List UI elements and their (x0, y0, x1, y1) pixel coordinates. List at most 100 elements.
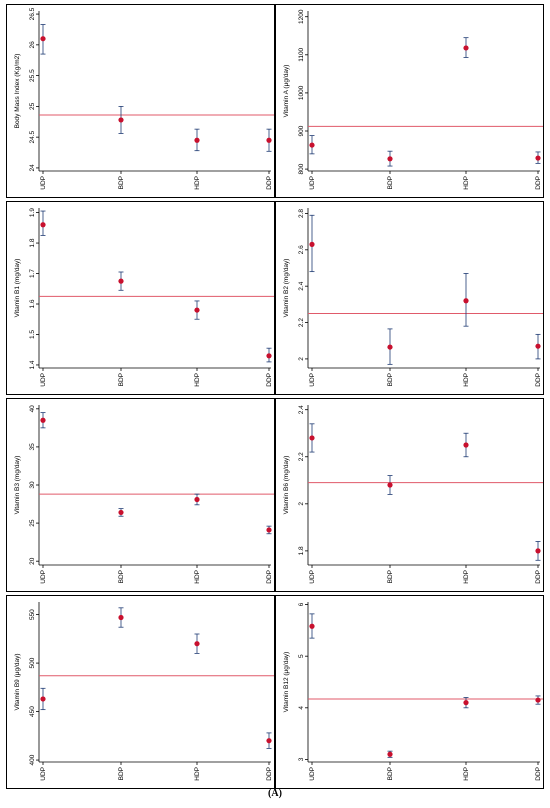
y-tick-label: 3 (298, 757, 305, 761)
y-tick-label: 500 (29, 657, 36, 668)
y-tick-label: 40 (29, 405, 36, 413)
y-axis-label: Vitamin B1 (mg/day) (14, 259, 21, 318)
chart-svg: 400 450 500 550 Vitamin B9 (μg/day) UDP BDP HDP… (14, 602, 274, 781)
y-tick-label: 2.4 (298, 281, 305, 290)
chart-panel: 400 450 500 550 Vitamin B9 (μg/day) UDP BDP HDP… (6, 595, 275, 789)
y-tick-label: 35 (29, 443, 36, 451)
data-point (309, 435, 315, 441)
data-point (387, 751, 393, 757)
chart-svg: 3 4 5 6 Vitamin B12 (μg/day) UDP BDP HDP DDP (283, 602, 543, 781)
y-tick-label: 400 (29, 754, 36, 765)
figure-caption: (A) (268, 788, 282, 799)
x-tick-label: UDP (40, 570, 47, 584)
data-point (266, 137, 272, 143)
x-tick-label: DDP (535, 570, 542, 584)
chart-svg: 1.4 1.5 1.6 1.7 1.8 1.9 Vitamin B1 (mg/day) UDP… (14, 208, 274, 387)
data-point (118, 509, 124, 516)
data-point (118, 278, 124, 284)
x-tick-label: BDP (387, 176, 394, 189)
chart-panel: 2 2.2 2.4 2.6 2.8 Vitamin B2 (mg/day) UDP BDP HD… (275, 201, 544, 395)
chart-svg: 20 25 30 35 40 Vitamin B3 (mg/day) UDP BDP HDP DD… (14, 405, 274, 584)
data-point (194, 307, 200, 313)
x-tick-label: DDP (266, 570, 273, 584)
y-tick-label: 1.4 (29, 360, 36, 369)
y-tick-label: 1200 (298, 9, 305, 24)
x-tick-label: HDP (194, 176, 201, 190)
data-point (309, 241, 315, 247)
y-tick-label: 1.8 (29, 238, 36, 247)
data-point (40, 222, 46, 228)
data-point (463, 298, 469, 304)
y-tick-label: 26 (29, 41, 36, 49)
x-tick-label: UDP (40, 767, 47, 781)
x-tick-label: HDP (463, 176, 470, 190)
x-tick-label: HDP (463, 570, 470, 584)
y-tick-label: 20 (29, 557, 36, 565)
data-point (266, 353, 272, 359)
y-tick-label: 1.8 (298, 546, 305, 555)
y-tick-label: 1100 (298, 47, 305, 61)
y-tick-label: 1.6 (29, 299, 36, 308)
data-point (535, 343, 541, 349)
y-tick-label: 24.5 (29, 130, 36, 143)
y-tick-label: 550 (29, 609, 36, 620)
y-tick-label: 1000 (298, 85, 305, 100)
x-tick-label: BDP (387, 767, 394, 780)
y-axis-label: Vitamin A (μg/day) (283, 65, 290, 118)
data-point (387, 156, 393, 162)
x-tick-label: DDP (266, 373, 273, 387)
data-point (535, 548, 541, 554)
data-point (266, 738, 272, 744)
x-tick-label: UDP (309, 570, 316, 584)
chart-svg: 2 2.2 2.4 2.6 2.8 Vitamin B2 (mg/day) UDP BDP HD… (283, 208, 543, 387)
data-point (194, 641, 200, 647)
x-tick-label: DDP (266, 767, 273, 781)
chart-panel: 3 4 5 6 Vitamin B12 (μg/day) UDP BDP HDP DDP (275, 595, 544, 789)
chart-panel: 800 900 1000 1100 1200 Vitamin A (μg/day) UDP B… (275, 4, 544, 198)
y-tick-label: 2.2 (298, 318, 305, 327)
chart-grid: 24 24.5 25 25.5 26 26.5 Body Mass Index (Kg/m2… (6, 4, 544, 789)
y-axis-label: Vitamin B9 (μg/day) (14, 653, 21, 710)
x-tick-label: DDP (535, 373, 542, 387)
data-point (463, 45, 469, 51)
chart-svg: 800 900 1000 1100 1200 Vitamin A (μg/day) UDP B… (283, 9, 543, 190)
chart-panel: 1.4 1.5 1.6 1.7 1.8 1.9 Vitamin B1 (mg/day) UDP… (6, 201, 275, 395)
y-tick-label: 800 (298, 163, 305, 174)
data-point (40, 417, 46, 423)
x-tick-label: DDP (535, 176, 542, 190)
y-tick-label: 2.8 (298, 209, 305, 218)
data-point (535, 155, 541, 161)
x-tick-label: UDP (40, 373, 47, 387)
y-tick-label: 2 (298, 357, 305, 361)
x-tick-label: BDP (118, 176, 125, 189)
data-point (40, 696, 46, 702)
y-tick-label: 5 (298, 654, 305, 658)
x-tick-label: BDP (118, 767, 125, 780)
data-point (309, 142, 315, 148)
y-tick-label: 4 (298, 706, 305, 710)
y-axis-label: Vitamin B3 (mg/day) (14, 456, 21, 515)
chart-svg: 24 24.5 25 25.5 26 26.5 Body Mass Index (Kg/m2… (14, 7, 274, 190)
x-tick-label: HDP (194, 373, 201, 387)
x-tick-label: HDP (463, 373, 470, 387)
x-tick-label: DDP (535, 767, 542, 781)
data-point (535, 697, 541, 703)
x-tick-label: HDP (194, 570, 201, 584)
x-tick-label: HDP (463, 767, 470, 781)
y-tick-label: 450 (29, 706, 36, 717)
chart-panel: 1.8 2 2.2 2.4 Vitamin B6 (mg/day) UDP BDP HDP DD… (275, 398, 544, 592)
data-point (387, 344, 393, 350)
x-tick-label: BDP (387, 373, 394, 386)
x-tick-label: DDP (266, 176, 273, 190)
y-tick-label: 900 (298, 125, 305, 136)
y-tick-label: 25 (29, 102, 36, 110)
y-tick-label: 26.5 (29, 7, 36, 20)
x-tick-label: BDP (118, 373, 125, 386)
y-tick-label: 1.5 (29, 330, 36, 339)
x-tick-label: HDP (194, 767, 201, 781)
x-tick-label: UDP (309, 176, 316, 190)
y-tick-label: 2.2 (298, 452, 305, 461)
x-tick-label: BDP (118, 570, 125, 583)
data-point (194, 496, 200, 503)
y-axis-label: Vitamin B6 (mg/day) (283, 456, 290, 515)
